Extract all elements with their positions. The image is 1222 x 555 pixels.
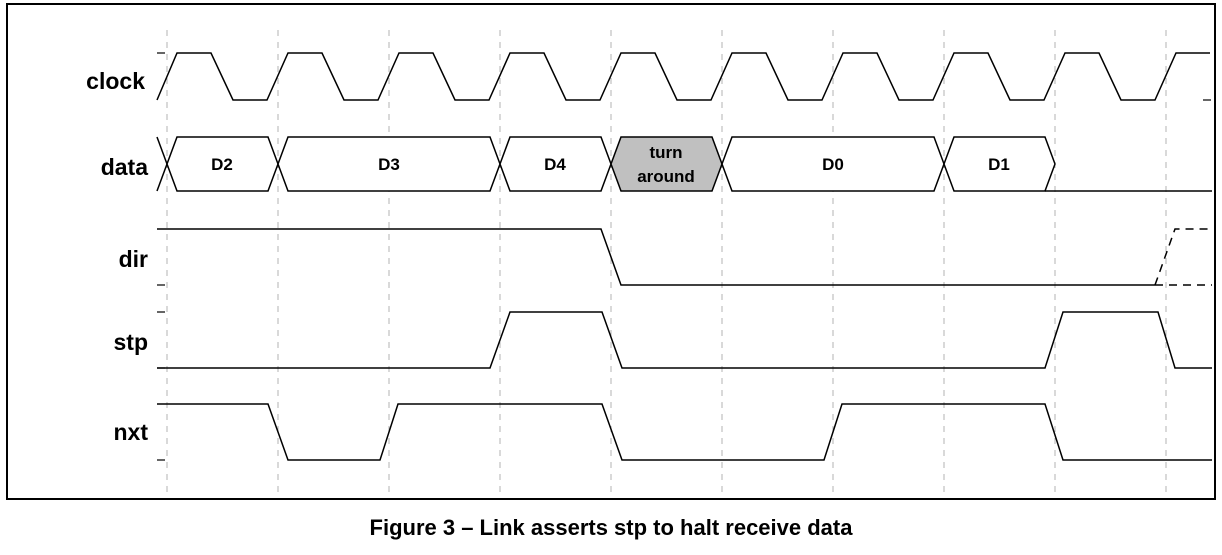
- clock-label: clock: [86, 68, 145, 94]
- data-label: data: [101, 154, 149, 180]
- bus-label-D2: D2: [211, 155, 233, 174]
- level-ticks: [157, 52, 1211, 461]
- bus-label-around: around: [637, 167, 695, 186]
- clock-waveform: [156, 52, 1210, 101]
- signal-labels: clock data dir stp nxt: [86, 68, 148, 445]
- cycle-grid-lines: [166, 30, 1167, 497]
- bus-label-D3: D3: [378, 155, 400, 174]
- bus-label-D1: D1: [988, 155, 1010, 174]
- figure-caption: Figure 3 – Link asserts stp to halt rece…: [369, 515, 853, 540]
- stp-label: stp: [114, 329, 149, 355]
- dir-label: dir: [119, 246, 148, 272]
- nxt-waveform: [157, 403, 1212, 461]
- bus-label-D4: D4: [544, 155, 566, 174]
- data-bus: D2 D3 D4 turn around D0 D1: [156, 136, 1212, 192]
- dir-dashed-high: [1154, 228, 1212, 286]
- bus-label-D0: D0: [822, 155, 844, 174]
- diagram-frame: [6, 3, 1216, 500]
- dir-waveform: [157, 228, 1212, 286]
- nxt-label: nxt: [114, 419, 149, 445]
- stp-waveform: [157, 311, 1212, 369]
- bus-segment-D1: [943, 136, 1056, 192]
- bus-label-turn: turn: [649, 143, 682, 162]
